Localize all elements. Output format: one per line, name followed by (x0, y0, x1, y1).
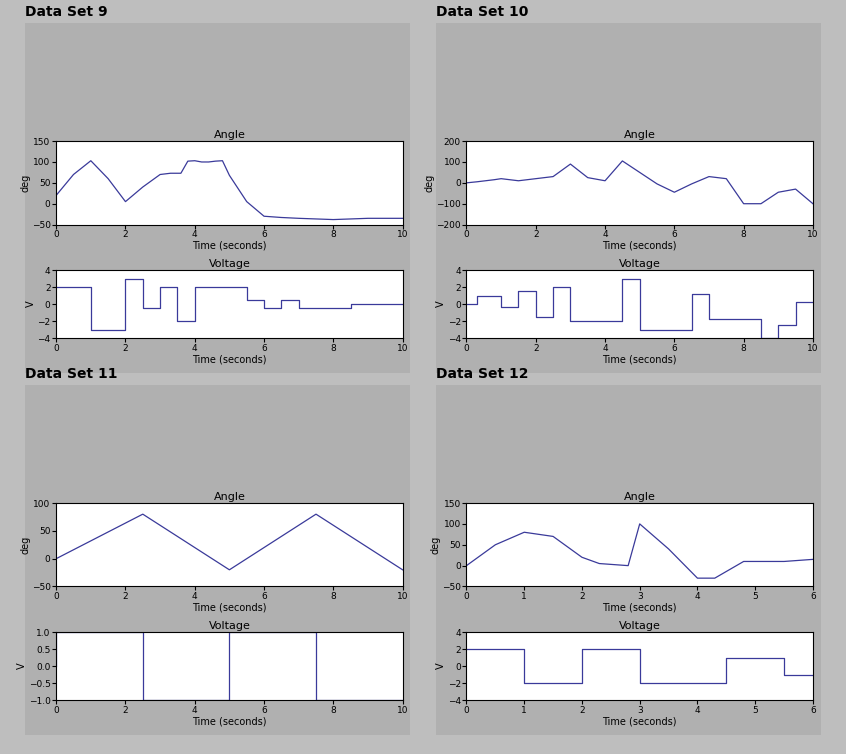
Title: Angle: Angle (213, 130, 245, 140)
X-axis label: Time (seconds): Time (seconds) (192, 354, 266, 364)
X-axis label: Time (seconds): Time (seconds) (192, 241, 266, 250)
Text: Data Set 10: Data Set 10 (436, 5, 528, 19)
Y-axis label: deg: deg (20, 535, 30, 554)
Text: Data Set 11: Data Set 11 (25, 366, 118, 381)
Text: Data Set 9: Data Set 9 (25, 5, 108, 19)
Y-axis label: deg: deg (425, 173, 435, 192)
X-axis label: Time (seconds): Time (seconds) (602, 716, 677, 726)
Title: Angle: Angle (624, 130, 656, 140)
Title: Voltage: Voltage (208, 259, 250, 269)
X-axis label: Time (seconds): Time (seconds) (192, 602, 266, 612)
Y-axis label: deg: deg (20, 173, 30, 192)
Y-axis label: V: V (437, 663, 447, 670)
X-axis label: Time (seconds): Time (seconds) (602, 354, 677, 364)
Y-axis label: deg: deg (431, 535, 441, 554)
Title: Angle: Angle (624, 492, 656, 502)
Y-axis label: V: V (26, 301, 36, 308)
Y-axis label: V: V (18, 663, 27, 670)
Text: Data Set 12: Data Set 12 (436, 366, 528, 381)
X-axis label: Time (seconds): Time (seconds) (602, 602, 677, 612)
Title: Angle: Angle (213, 492, 245, 502)
Title: Voltage: Voltage (618, 621, 661, 631)
X-axis label: Time (seconds): Time (seconds) (602, 241, 677, 250)
X-axis label: Time (seconds): Time (seconds) (192, 716, 266, 726)
Title: Voltage: Voltage (618, 259, 661, 269)
Y-axis label: V: V (437, 301, 447, 308)
Title: Voltage: Voltage (208, 621, 250, 631)
